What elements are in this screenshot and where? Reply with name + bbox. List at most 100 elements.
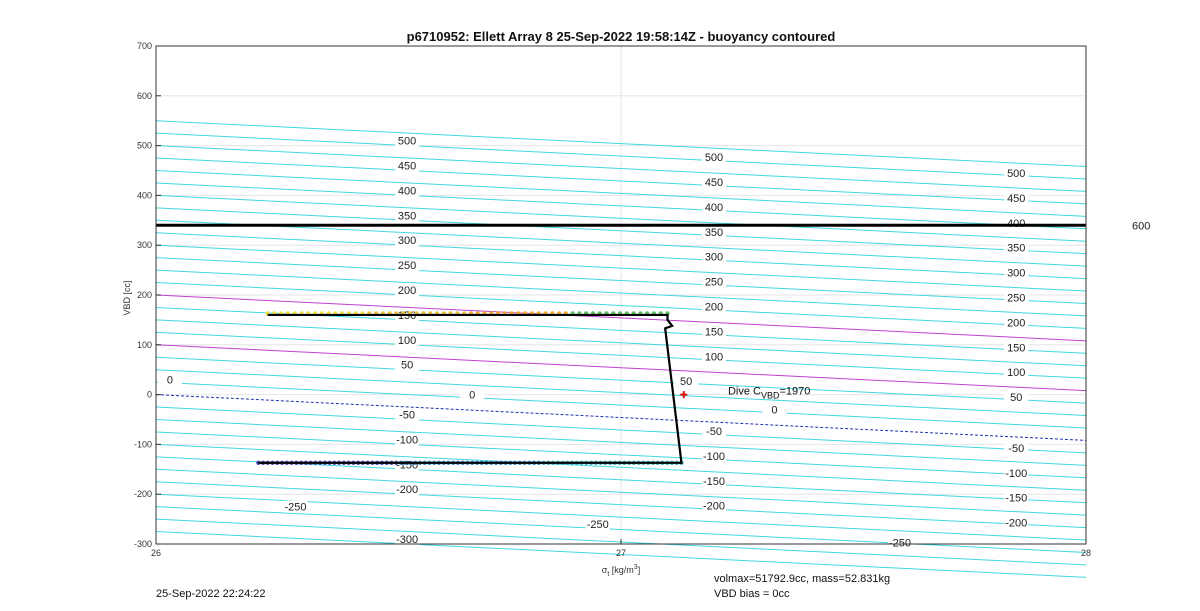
contour-label-bg <box>702 200 726 213</box>
contour-label: 300 <box>1007 268 1025 280</box>
contour-line <box>155 468 1087 516</box>
contour-line <box>155 132 1087 180</box>
y-axis-label: VBD [cc] <box>122 280 132 315</box>
contour-label: 500 <box>705 152 723 164</box>
contour-line <box>155 170 1087 217</box>
contour-label: 450 <box>398 161 416 173</box>
contour-label-bg <box>395 483 420 496</box>
contour-label-bg <box>283 500 308 513</box>
contour-label: 450 <box>1007 193 1025 205</box>
reference-line-label: 600 <box>1132 220 1150 232</box>
contour-label: 200 <box>1007 317 1025 329</box>
y-tick-label: 400 <box>137 190 152 200</box>
contour-line-highlight <box>155 294 1087 342</box>
contour-label: -300 <box>396 534 418 546</box>
contour-label: 100 <box>705 351 723 363</box>
contour-line <box>155 120 1087 168</box>
contour-label-bg <box>395 358 420 371</box>
reference-line: 600 <box>156 220 1150 232</box>
contour-label: 250 <box>398 260 416 272</box>
contour-label: 50 <box>680 376 692 388</box>
contour-label: 250 <box>705 277 723 289</box>
contour-label-bg <box>395 184 420 197</box>
contour-line <box>155 369 1087 417</box>
contour-label: 350 <box>398 210 416 222</box>
contour-line <box>155 244 1087 292</box>
contour-line <box>155 381 1087 429</box>
contour-label-bg <box>395 159 420 172</box>
contour-label-bg <box>702 175 726 188</box>
contour-label-bg <box>460 388 485 401</box>
contour-label-bg <box>702 474 726 487</box>
contour-line <box>155 219 1087 267</box>
contour-label: 300 <box>398 235 416 247</box>
contour-label-bg <box>702 300 726 313</box>
contour-label: 150 <box>1007 342 1025 354</box>
contour-line <box>155 232 1087 280</box>
contour-label: 350 <box>705 227 723 239</box>
contour-label-bg <box>1004 366 1029 379</box>
contour-label: -250 <box>284 502 306 514</box>
contour-label-bg <box>888 536 912 549</box>
contour-label-bg <box>702 350 726 363</box>
x-tick-label: 28 <box>1081 548 1091 558</box>
contour-label: 100 <box>398 335 416 347</box>
contour-label-bg <box>395 433 420 446</box>
contour-label-bg <box>1004 291 1029 304</box>
contour-label-bg <box>702 225 726 238</box>
contour-label: -200 <box>703 501 725 513</box>
contour-label-bg <box>395 333 420 346</box>
contour-label: 200 <box>705 301 723 313</box>
contour-label-bg <box>702 325 726 338</box>
contour-line <box>155 481 1087 529</box>
contour-label-bg <box>702 250 726 263</box>
contour-label: 100 <box>1007 367 1025 379</box>
contour-line <box>155 431 1087 479</box>
x-axis-label-symbol: σ <box>602 565 608 575</box>
contour-label: 200 <box>398 285 416 297</box>
contour-label: -100 <box>703 451 725 463</box>
contour-label: 50 <box>1010 392 1022 404</box>
y-tick-label: -100 <box>134 439 152 449</box>
contour-label: -200 <box>1005 518 1027 530</box>
contour-line <box>155 207 1087 255</box>
y-tick-label: 100 <box>137 340 152 350</box>
contour-line <box>155 157 1087 205</box>
contour-label: 450 <box>705 177 723 189</box>
contour-label: 500 <box>1007 168 1025 180</box>
contour-label-bg <box>1004 316 1029 329</box>
x-tick-label: 26 <box>151 548 161 558</box>
contour-label: 400 <box>705 202 723 214</box>
contour-label-bg <box>702 151 726 164</box>
x-axis-label-close: ] <box>638 565 641 575</box>
contour-lines <box>155 120 1087 578</box>
y-tick-label: 600 <box>137 91 152 101</box>
contour-label-bg <box>395 408 420 421</box>
dive-track: Dive CVBD=1970 <box>256 311 810 466</box>
contour-label-bg <box>1004 441 1029 454</box>
x-axis-label-unit: [kg/m <box>609 565 634 575</box>
contour-label-bg <box>1004 241 1029 254</box>
volmax-mass-note: volmax=51792.9cc, mass=52.831kg <box>714 573 891 585</box>
contour-label-bg <box>395 259 420 272</box>
x-tick-label: 27 <box>616 548 626 558</box>
contour-label-bg <box>395 533 420 546</box>
contour-label: 0 <box>469 390 475 402</box>
contour-label-bg <box>702 275 726 288</box>
contour-label: 350 <box>1007 243 1025 255</box>
y-tick-label: 300 <box>137 240 152 250</box>
contour-line <box>155 319 1087 367</box>
contour-label-bg <box>1004 391 1029 404</box>
contour-label: -150 <box>703 476 725 488</box>
contour-label: 400 <box>398 185 416 197</box>
contour-label-bg <box>1004 516 1029 529</box>
contour-line <box>155 443 1087 491</box>
contour-line <box>155 506 1087 553</box>
y-tick-label: -200 <box>134 489 152 499</box>
plot-timestamp: 25-Sep-2022 22:24:22 <box>156 588 266 600</box>
contour-label: -100 <box>1005 468 1027 480</box>
contour-label: 300 <box>705 252 723 264</box>
contour-line-highlight <box>155 344 1087 392</box>
